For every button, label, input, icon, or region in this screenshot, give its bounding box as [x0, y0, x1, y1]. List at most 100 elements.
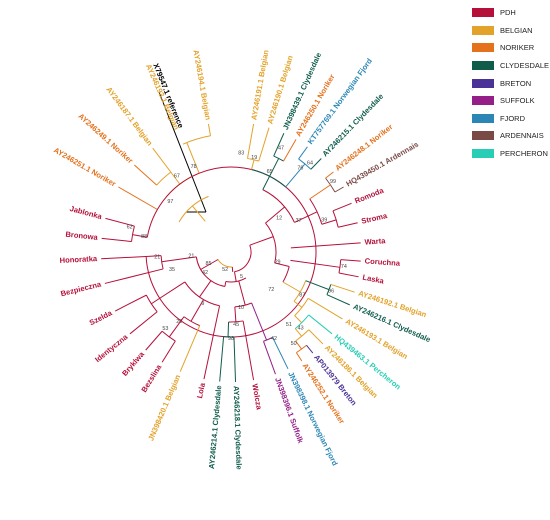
legend-swatch: [472, 25, 494, 35]
bootstrap-value: 43: [298, 325, 304, 331]
bootstrap-value: 47: [278, 146, 284, 152]
tree-branch: [219, 336, 225, 382]
backbone-arc: [217, 259, 233, 268]
bootstrap-value: 72: [268, 287, 274, 293]
tip-label: AY246214.1 Clydesdale: [207, 385, 223, 469]
tree-branch: [101, 237, 132, 243]
legend-label: PERCHERON: [500, 149, 548, 159]
tree-branch: [290, 259, 340, 268]
tip-label: Romoda: [353, 185, 385, 205]
tree-branch: [251, 302, 268, 341]
bootstrap-value: 42: [202, 270, 208, 276]
tree-branch: [285, 163, 306, 188]
tree-branch: [290, 242, 361, 249]
legend: PDH BELGIAN NORIKER CLYDESDALE BRETON SUFFOLK…: [472, 4, 550, 162]
legend-swatch: [472, 8, 494, 18]
tree-branch: [298, 146, 308, 160]
tip-label: AY246218.1 Clydesdale: [232, 386, 244, 470]
tree-branch: [234, 306, 237, 322]
tree-arc: [309, 198, 323, 225]
tree-arc: [161, 330, 176, 342]
bootstrap-value: 96: [328, 288, 334, 294]
legend-label: FJORD: [500, 113, 525, 123]
tree-branch: [233, 271, 237, 282]
tree-branch: [340, 259, 361, 262]
tree-branch: [326, 294, 350, 306]
tip-label: Szelda: [88, 308, 114, 327]
tree-branch: [190, 299, 204, 322]
bootstrap-value: 21: [188, 254, 194, 260]
bootstrap-value: 37: [296, 218, 302, 224]
tip-label: Honoratka: [59, 254, 98, 265]
tip-label: AY246249.1 Noriker: [77, 112, 135, 166]
tree-branch: [224, 281, 227, 287]
tree-branch: [272, 337, 289, 370]
legend-swatch: [472, 43, 494, 53]
legend-swatch: [472, 78, 494, 88]
tree-branch: [262, 176, 271, 190]
legend-label: BRETON: [500, 78, 532, 88]
tree-branch: [242, 320, 255, 381]
tree-branch: [104, 268, 164, 284]
tree-branch: [101, 255, 147, 260]
tree-branch: [145, 330, 163, 351]
tree-branch: [338, 222, 358, 228]
tree-branch: [310, 158, 322, 170]
tree-branch: [161, 340, 176, 363]
tip-label: Bezpieczna: [60, 279, 103, 298]
legend-item: PERCHERON: [472, 145, 550, 163]
legend-item: BRETON: [472, 74, 550, 92]
bootstrap-value: 35: [169, 267, 175, 273]
tree-arc: [332, 210, 339, 228]
tree-branch: [200, 259, 219, 270]
bootstrap-value: 74: [341, 264, 347, 270]
bootstrap-value: 85: [205, 261, 211, 267]
legend-swatch: [472, 113, 494, 123]
bootstrap-value: 39: [321, 218, 327, 224]
tree-branch: [168, 316, 185, 338]
tree-arc: [195, 256, 226, 287]
tree-branch: [283, 139, 297, 162]
legend-item: NORIKER: [472, 39, 550, 57]
tree-arc: [234, 302, 252, 308]
bootstrap-value: 97: [167, 199, 173, 205]
bootstrap-value: 52: [222, 267, 228, 273]
legend-label: SUFFOLK: [500, 96, 535, 106]
tip-label: Identyczna: [93, 332, 130, 364]
backbone-arc: [265, 222, 277, 264]
tip-label: Bronowa: [65, 230, 99, 242]
tree-branch: [263, 341, 276, 375]
tree-branch: [247, 123, 255, 159]
legend-swatch: [472, 131, 494, 141]
bootstrap-value: 29: [275, 260, 281, 266]
tree-branch: [269, 158, 280, 177]
tree-branch: [249, 236, 274, 246]
bootstrap-value: 62: [127, 225, 133, 231]
bootstrap-value: 5: [240, 274, 243, 280]
tree-branch: [293, 300, 303, 308]
legend-label: PDH: [500, 8, 516, 18]
bootstrap-value: 51: [286, 322, 292, 328]
tree-branch: [179, 325, 201, 372]
tree-branch: [118, 186, 158, 210]
tree-branch: [151, 281, 186, 305]
legend-swatch: [472, 96, 494, 106]
tree-branch: [129, 311, 158, 335]
tree-branch: [294, 315, 303, 324]
legend-swatch: [472, 149, 494, 159]
tree-branch: [305, 280, 330, 291]
tree-branch: [134, 164, 158, 186]
tip-label: AY246251.1 Noriker: [52, 146, 117, 189]
bootstrap-value: 87: [299, 293, 305, 299]
tip-label: Bryklwa: [120, 349, 146, 377]
tree-branch: [146, 255, 162, 257]
tree-branch: [274, 262, 290, 268]
tree-branch: [307, 297, 343, 320]
legend-item: CLYDESDALE: [472, 57, 550, 75]
bootstrap-value: 76: [297, 165, 303, 171]
tip-label: Wolcza: [250, 383, 264, 411]
tree-branch: [321, 219, 337, 225]
tip-label: Warta: [364, 236, 386, 246]
tip-label: Bezslina: [139, 362, 163, 394]
